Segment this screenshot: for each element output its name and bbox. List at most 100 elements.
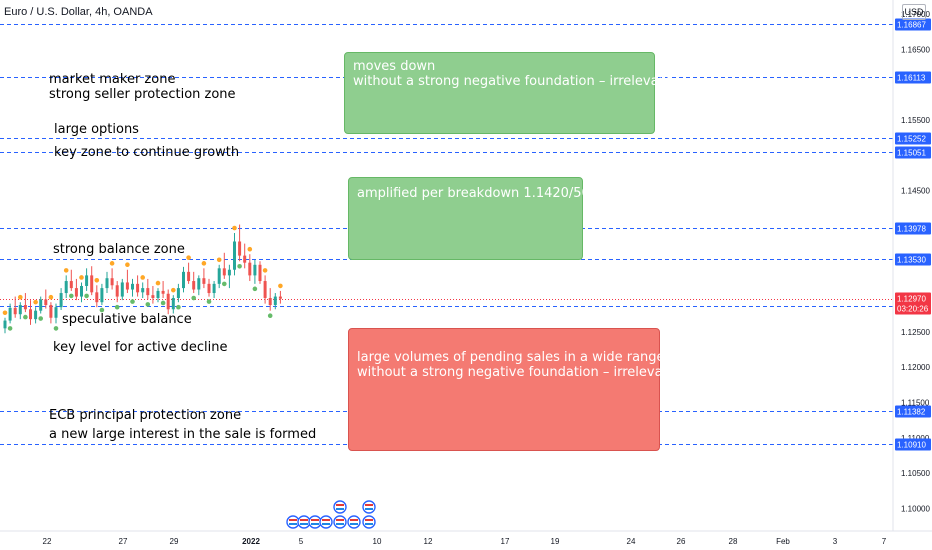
- level-price-label: 1.16867: [897, 21, 926, 30]
- candle-body: [39, 299, 43, 311]
- flag-ring: [286, 515, 300, 529]
- candle-body: [233, 241, 236, 270]
- y-tick-label: 1.16500: [901, 45, 930, 54]
- flag-stripe: [365, 523, 373, 525]
- signal-dot-low: [114, 304, 120, 310]
- flag-stripe: [336, 523, 344, 525]
- signal-dot-high: [2, 310, 8, 316]
- candle-body: [166, 293, 170, 310]
- currency-button[interactable]: USD: [902, 4, 926, 20]
- signal-dot-high: [109, 261, 115, 266]
- level-price-label: 1.11382: [897, 408, 926, 417]
- x-tick-label: 24: [627, 537, 636, 546]
- candle-body: [8, 307, 12, 321]
- signal-dot-low: [53, 326, 59, 331]
- economic-events-layer[interactable]: [286, 500, 376, 529]
- x-tick-label: 22: [43, 537, 52, 546]
- candle-body: [176, 288, 180, 298]
- candle-body: [238, 241, 242, 256]
- flag-event-icon[interactable]: [347, 515, 361, 529]
- candle-body: [278, 296, 282, 299]
- candle-body: [23, 305, 27, 310]
- flag-ring: [347, 515, 361, 529]
- signal-dot-low: [145, 302, 151, 307]
- x-axis[interactable]: 22 27 29 2022 5 10 12 17 19 24 26 28 Feb 3 7: [0, 530, 932, 546]
- note-box-amplified[interactable]: amplified per breakdown 1.1420/50: [348, 177, 590, 260]
- level-price-tag: [895, 18, 931, 31]
- note-box-large-volumes[interactable]: large volumes of pending sales in a wide…: [348, 328, 676, 451]
- current-price-label: 1.12970: [897, 295, 926, 304]
- flag-event-icon[interactable]: [362, 500, 376, 514]
- candle-body: [54, 307, 58, 318]
- flag-stripe: [365, 519, 373, 521]
- flag-event-icon[interactable]: [308, 515, 322, 529]
- candle-body: [13, 307, 17, 315]
- candle-body: [187, 271, 191, 282]
- flag-event-icon[interactable]: [333, 500, 347, 514]
- level-price-tag: [895, 132, 931, 145]
- flag-stripe: [336, 508, 344, 510]
- flag-event-icon[interactable]: [362, 515, 376, 529]
- note-box-moves-down[interactable]: moves down without a strong negative fou…: [344, 52, 672, 134]
- y-tick-label: 1.10500: [901, 469, 930, 478]
- signal-dot-high: [232, 225, 237, 231]
- candle-body: [131, 283, 134, 290]
- y-tick-label: 1.14500: [901, 187, 930, 196]
- candle-body: [125, 282, 129, 290]
- x-tick-label: 29: [170, 537, 179, 546]
- flag-event-icon[interactable]: [333, 515, 347, 529]
- note-line: moves down: [353, 59, 436, 74]
- symbol-title: Euro / U.S. Dollar, 4h, OANDA: [4, 6, 153, 18]
- signal-dot-high: [33, 299, 38, 305]
- annotation-speculative: speculative balance: [62, 312, 192, 327]
- x-tick-label: 10: [373, 537, 382, 546]
- signal-dot-high: [18, 294, 23, 300]
- signal-dot-low: [69, 293, 74, 299]
- candle-body: [268, 297, 272, 306]
- signal-dot-high: [278, 283, 283, 289]
- candle-body: [222, 268, 226, 276]
- annotation-seller-protection: strong seller protection zone: [49, 87, 236, 102]
- x-tick-label: 7: [882, 537, 887, 546]
- candle-body: [120, 282, 124, 297]
- y-tick-label: 1.11000: [901, 434, 930, 443]
- x-tick-label: 12: [424, 537, 433, 546]
- candle-body: [182, 271, 185, 289]
- y-axis[interactable]: 1.17000 1.16500 1.15500 1.14500 1.12500 1.120…: [892, 0, 931, 531]
- level-price-tag: [895, 405, 931, 418]
- candle-body: [227, 269, 231, 276]
- signal-dot-low: [160, 300, 166, 306]
- candle-body: [161, 290, 165, 294]
- candle-body: [197, 278, 201, 290]
- signal-dots-layer: [2, 225, 283, 331]
- candle-body: [64, 281, 68, 294]
- current-price-tag: [895, 292, 931, 315]
- candle-body: [258, 264, 262, 282]
- flag-event-icon[interactable]: [319, 515, 333, 529]
- flag-event-icon[interactable]: [297, 515, 311, 529]
- y-tick-label: 1.17000: [901, 10, 930, 19]
- signal-dot-high: [247, 246, 253, 252]
- candle-body: [44, 299, 48, 306]
- candle-body: [217, 268, 221, 284]
- annotation-large-options: large options: [54, 122, 139, 137]
- flag-stripe: [322, 519, 330, 521]
- signal-dot-high: [79, 275, 84, 280]
- y-tick-label: 1.10000: [901, 504, 930, 513]
- flag-ring: [333, 515, 347, 529]
- candle-body: [49, 305, 53, 318]
- flag-stripe: [311, 523, 319, 525]
- candle-body: [171, 297, 175, 310]
- level-price-tag: [895, 146, 931, 159]
- candle-body: [253, 264, 257, 276]
- signal-dot-high: [201, 261, 207, 266]
- flag-event-icon[interactable]: [286, 515, 300, 529]
- level-price-label: 1.16113: [897, 74, 926, 83]
- candle-body: [100, 288, 104, 303]
- flag-ring: [319, 515, 333, 529]
- flag-ring: [297, 515, 311, 529]
- signal-dot-high: [63, 268, 69, 273]
- y-tick-label: 1.12000: [901, 363, 930, 372]
- flag-stripe: [289, 519, 297, 521]
